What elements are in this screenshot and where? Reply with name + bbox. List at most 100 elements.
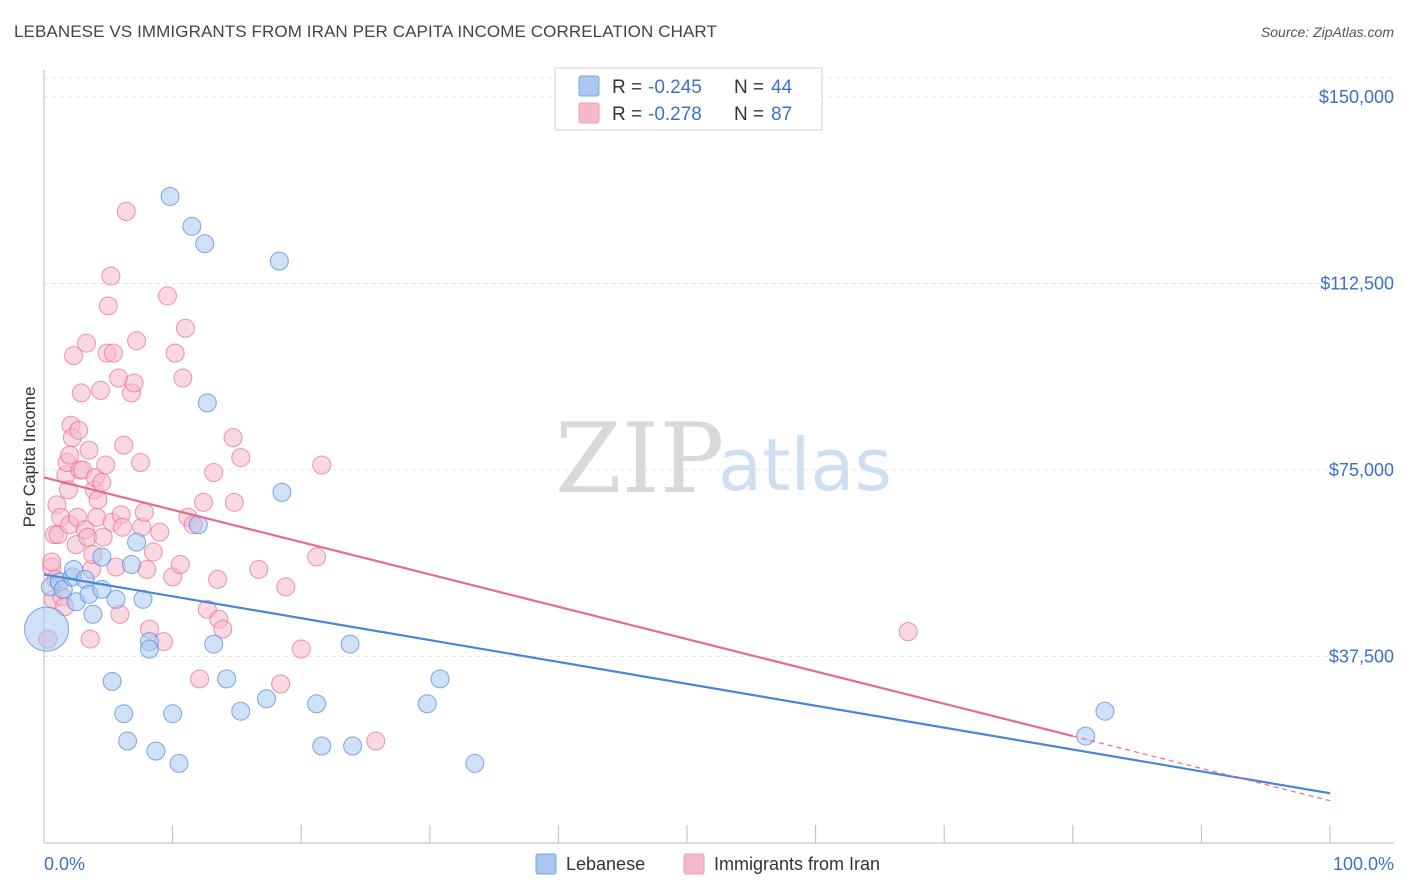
lebanese-point-37: [343, 736, 363, 756]
iran-point-67: [173, 368, 193, 388]
iran-point-2: [42, 552, 62, 572]
iran-point-81: [249, 559, 269, 579]
lebanese-point-30: [231, 701, 251, 721]
lebanese-point-14: [118, 731, 138, 751]
legend-n-value-lebanese: 44: [771, 77, 793, 98]
series-legend: Lebanese Immigrants from Iran: [535, 853, 880, 875]
iran-point-87: [366, 731, 386, 751]
iran-point-23: [71, 383, 91, 403]
legend-swatch-iran: [578, 102, 600, 124]
lebanese-point-22: [163, 704, 183, 724]
y-tick-labels: $37,500 $75,000 $112,500 $150,000: [1319, 87, 1394, 667]
lebanese-point-28: [204, 634, 224, 654]
lebanese-point-42: [1095, 701, 1115, 721]
x-axis-ticks: [43, 825, 1331, 843]
lebanese-point-21: [160, 186, 180, 206]
lebanese-trendline: [43, 573, 1331, 795]
iran-point-84: [291, 639, 311, 659]
watermark-atlas: atlas: [718, 423, 892, 507]
legend-r-label-lebanese: R =: [612, 77, 642, 98]
legend-r-value-iran: -0.278: [648, 104, 702, 125]
lebanese-point-11: [102, 671, 122, 691]
legend-r-value-lebanese: -0.245: [648, 77, 702, 98]
iran-point-26: [76, 333, 96, 353]
y-tick-label-2: $112,500: [1320, 274, 1394, 294]
iran-point-80: [231, 448, 251, 468]
iran-point-71: [190, 669, 210, 689]
lebanese-point-36: [340, 634, 360, 654]
iran-point-50: [114, 435, 134, 455]
y-tick-label-3: $150,000: [1319, 87, 1394, 107]
iran-point-88: [898, 622, 918, 642]
iran-point-65: [165, 343, 185, 363]
iran-point-85: [307, 547, 327, 567]
iran-point-37: [92, 472, 112, 492]
iran-point-44: [103, 343, 123, 363]
correlation-legend: R = -0.245 N = 44 R = -0.278 N = 87: [554, 67, 823, 131]
lebanese-point-32: [269, 251, 289, 271]
lebanese-point-20: [146, 741, 166, 761]
iran-trendline: [43, 476, 1074, 738]
lebanese-point-19: [139, 639, 159, 659]
lebanese-point-23: [169, 753, 189, 773]
lebanese-point-16: [127, 532, 147, 552]
lebanese-point-15: [121, 554, 141, 574]
lebanese-point-40: [465, 753, 485, 773]
iran-point-77: [213, 619, 233, 639]
series-lebanese-points: [24, 186, 1115, 773]
lebanese-point-8: [83, 604, 103, 624]
iran-point-60: [143, 542, 163, 562]
lebanese-point-9: [92, 547, 112, 567]
iran-point-41: [98, 296, 118, 316]
legend-swatch-lebanese: [578, 75, 600, 97]
iran-point-39: [96, 455, 116, 475]
iran-point-61: [150, 522, 170, 542]
iran-point-68: [175, 318, 195, 338]
legend-n-label-iran: N =: [734, 104, 764, 125]
lebanese-point-29: [217, 669, 237, 689]
bottom-legend-label-iran: Immigrants from Iran: [714, 854, 880, 874]
iran-point-78: [223, 428, 243, 448]
source-label: Source: ZipAtlas.com: [1260, 24, 1394, 40]
lebanese-point-41: [1076, 726, 1096, 746]
watermark-zip: ZIP: [555, 403, 724, 515]
iran-point-29: [80, 629, 100, 649]
iran-point-42: [101, 266, 121, 286]
iran-point-18: [64, 346, 84, 366]
iran-point-57: [134, 502, 154, 522]
lebanese-point-24: [182, 216, 202, 236]
lebanese-point-38: [417, 694, 437, 714]
iran-point-38: [93, 527, 113, 547]
iran-trendline-extension: [1072, 735, 1331, 802]
lebanese-point-43: [24, 606, 70, 652]
iran-point-49: [112, 517, 132, 537]
iran-point-51: [116, 201, 136, 221]
iran-point-72: [193, 492, 213, 512]
lebanese-point-35: [312, 736, 332, 756]
lebanese-point-27: [197, 393, 217, 413]
iran-point-28: [79, 440, 99, 460]
iran-point-86: [312, 455, 332, 475]
x-tick-label-min: 0.0%: [44, 854, 85, 874]
iran-point-54: [127, 331, 147, 351]
lebanese-point-26: [195, 234, 215, 254]
iran-point-63: [157, 286, 177, 306]
gridlines: [44, 77, 1394, 657]
legend-n-label-lebanese: N =: [734, 77, 764, 98]
series-iran-points: [38, 201, 918, 751]
iran-point-82: [271, 674, 291, 694]
legend-n-value-iran: 87: [771, 104, 792, 125]
y-axis-label: Per Capita Income: [20, 387, 39, 528]
lebanese-point-33: [272, 482, 292, 502]
chart-title: LEBANESE VS IMMIGRANTS FROM IRAN PER CAP…: [14, 22, 717, 41]
iran-point-66: [170, 554, 190, 574]
iran-point-79: [224, 492, 244, 512]
lebanese-point-34: [307, 694, 327, 714]
iran-point-74: [204, 462, 224, 482]
iran-point-75: [208, 569, 228, 589]
lebanese-point-12: [106, 589, 126, 609]
lebanese-point-39: [430, 669, 450, 689]
iran-point-36: [91, 380, 111, 400]
iran-point-55: [130, 453, 150, 473]
x-tick-label-max: 100.0%: [1333, 854, 1394, 874]
